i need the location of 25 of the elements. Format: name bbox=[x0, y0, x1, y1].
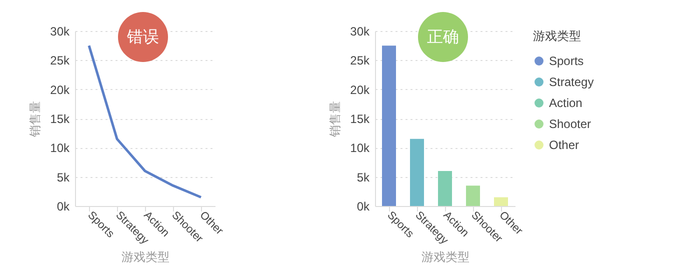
y-axis-title: 销售量 bbox=[328, 101, 342, 138]
y-tick-label: 30k bbox=[350, 24, 370, 38]
x-axis-title: 游戏类型 bbox=[122, 250, 170, 264]
y-tick-label: 10k bbox=[50, 141, 70, 156]
legend-label: Sports bbox=[549, 54, 584, 68]
y-tick-label: 15k bbox=[350, 112, 370, 126]
y-tick-label: 10k bbox=[350, 141, 370, 156]
y-tick-label: 25k bbox=[50, 54, 70, 68]
y-tick-label: 25k bbox=[350, 54, 370, 68]
y-tick-label: 30k bbox=[50, 24, 70, 38]
legend-label: Shooter bbox=[549, 117, 592, 131]
y-tick-label: 0k bbox=[356, 200, 370, 214]
legend-title: 游戏类型 bbox=[533, 29, 581, 43]
x-axis-title: 游戏类型 bbox=[422, 250, 470, 264]
y-tick-label: 20k bbox=[50, 82, 70, 97]
legend-label: Other bbox=[549, 138, 580, 152]
legend-label: Action bbox=[549, 96, 582, 110]
y-tick-label: 0k bbox=[56, 200, 70, 214]
y-tick-label: 20k bbox=[350, 82, 370, 97]
line-series bbox=[88, 44, 202, 198]
y-tick-label: 5k bbox=[356, 170, 370, 184]
y-tick-label: 15k bbox=[50, 112, 70, 126]
y-axis-title: 销售量 bbox=[28, 101, 42, 138]
legend-label: Strategy bbox=[549, 75, 594, 89]
y-tick-label: 5k bbox=[56, 170, 70, 184]
